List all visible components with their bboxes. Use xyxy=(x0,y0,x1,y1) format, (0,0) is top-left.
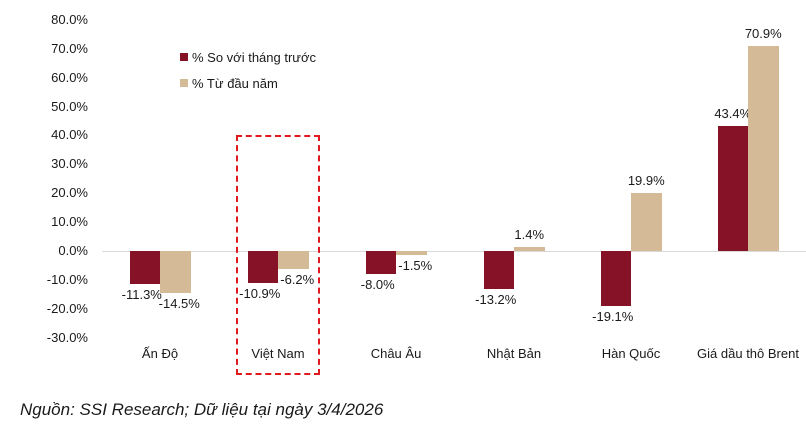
data-label: 43.4% xyxy=(714,105,752,121)
y-tick-label: 80.0% xyxy=(51,11,88,27)
source-note: Nguồn: SSI Research; Dữ liệu tại ngày 3/… xyxy=(20,400,384,419)
category-label: Châu Âu xyxy=(370,346,422,361)
bar-chart: 80.0% 70.0% 60.0% 50.0% 40.0% 30.0% 20.0% 10.0%… xyxy=(46,11,806,375)
bar-ytd xyxy=(514,246,545,251)
legend-label: % Từ đầu năm xyxy=(192,75,278,91)
y-tick-label: 40.0% xyxy=(51,127,88,143)
bar-ytd xyxy=(160,251,191,293)
legend-item-mom: % So với tháng trước xyxy=(180,49,317,65)
y-tick-label: -30.0% xyxy=(46,329,88,345)
category-label: Hàn Quốc xyxy=(601,346,661,361)
category-label: Ấn Độ xyxy=(141,346,179,361)
y-tick-label: 60.0% xyxy=(51,69,88,85)
bar-mom xyxy=(483,251,514,290)
bar-ytd xyxy=(396,251,427,256)
data-label: 1.4% xyxy=(514,226,545,242)
data-label: -8.0% xyxy=(360,277,395,293)
y-tick-label: 70.0% xyxy=(51,40,88,56)
legend-swatch-tan xyxy=(180,79,188,87)
legend-label: % So với tháng trước xyxy=(192,49,317,65)
bar-mom xyxy=(129,251,160,284)
data-label: -1.5% xyxy=(398,258,433,274)
data-label: -13.2% xyxy=(475,292,517,308)
data-label: -19.1% xyxy=(592,309,634,325)
category-label: Giá dầu thô Brent xyxy=(697,346,799,361)
legend: % So với tháng trước % Từ đầu năm xyxy=(180,50,316,102)
data-label: -10.9% xyxy=(239,285,281,301)
data-label: 19.9% xyxy=(627,173,665,189)
bar-mom xyxy=(247,251,278,283)
y-tick-label: 50.0% xyxy=(51,98,88,114)
data-label: -6.2% xyxy=(280,271,315,287)
bar-ytd xyxy=(278,251,309,269)
zero-axis-line xyxy=(102,251,806,252)
bar-mom xyxy=(600,251,631,307)
bar-ytd xyxy=(748,46,779,251)
bar-mom xyxy=(717,125,748,251)
y-tick-label: 30.0% xyxy=(51,156,88,172)
y-tick-label: 20.0% xyxy=(51,185,88,201)
data-label: 70.9% xyxy=(744,26,782,42)
category-label: Việt Nam xyxy=(251,346,305,361)
y-tick-label: -20.0% xyxy=(46,300,88,316)
y-tick-label: 10.0% xyxy=(51,214,88,230)
category-label: Nhật Bản xyxy=(486,346,542,361)
y-tick-label: 0.0% xyxy=(58,243,88,258)
y-tick-label: -10.0% xyxy=(46,271,88,287)
bar-mom xyxy=(365,251,396,275)
data-label: -11.3% xyxy=(121,286,162,302)
vietnam-highlight-box xyxy=(236,135,320,375)
bar-ytd xyxy=(631,193,662,251)
data-label: -14.5% xyxy=(158,295,200,311)
legend-swatch-maroon xyxy=(180,53,188,61)
legend-item-ytd: % Từ đầu năm xyxy=(180,75,316,91)
